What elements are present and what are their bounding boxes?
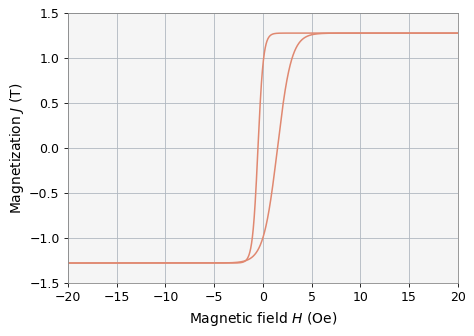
Y-axis label: Magnetization $J$ (T): Magnetization $J$ (T) <box>9 82 27 214</box>
X-axis label: Magnetic field $H$ (Oe): Magnetic field $H$ (Oe) <box>189 310 337 328</box>
